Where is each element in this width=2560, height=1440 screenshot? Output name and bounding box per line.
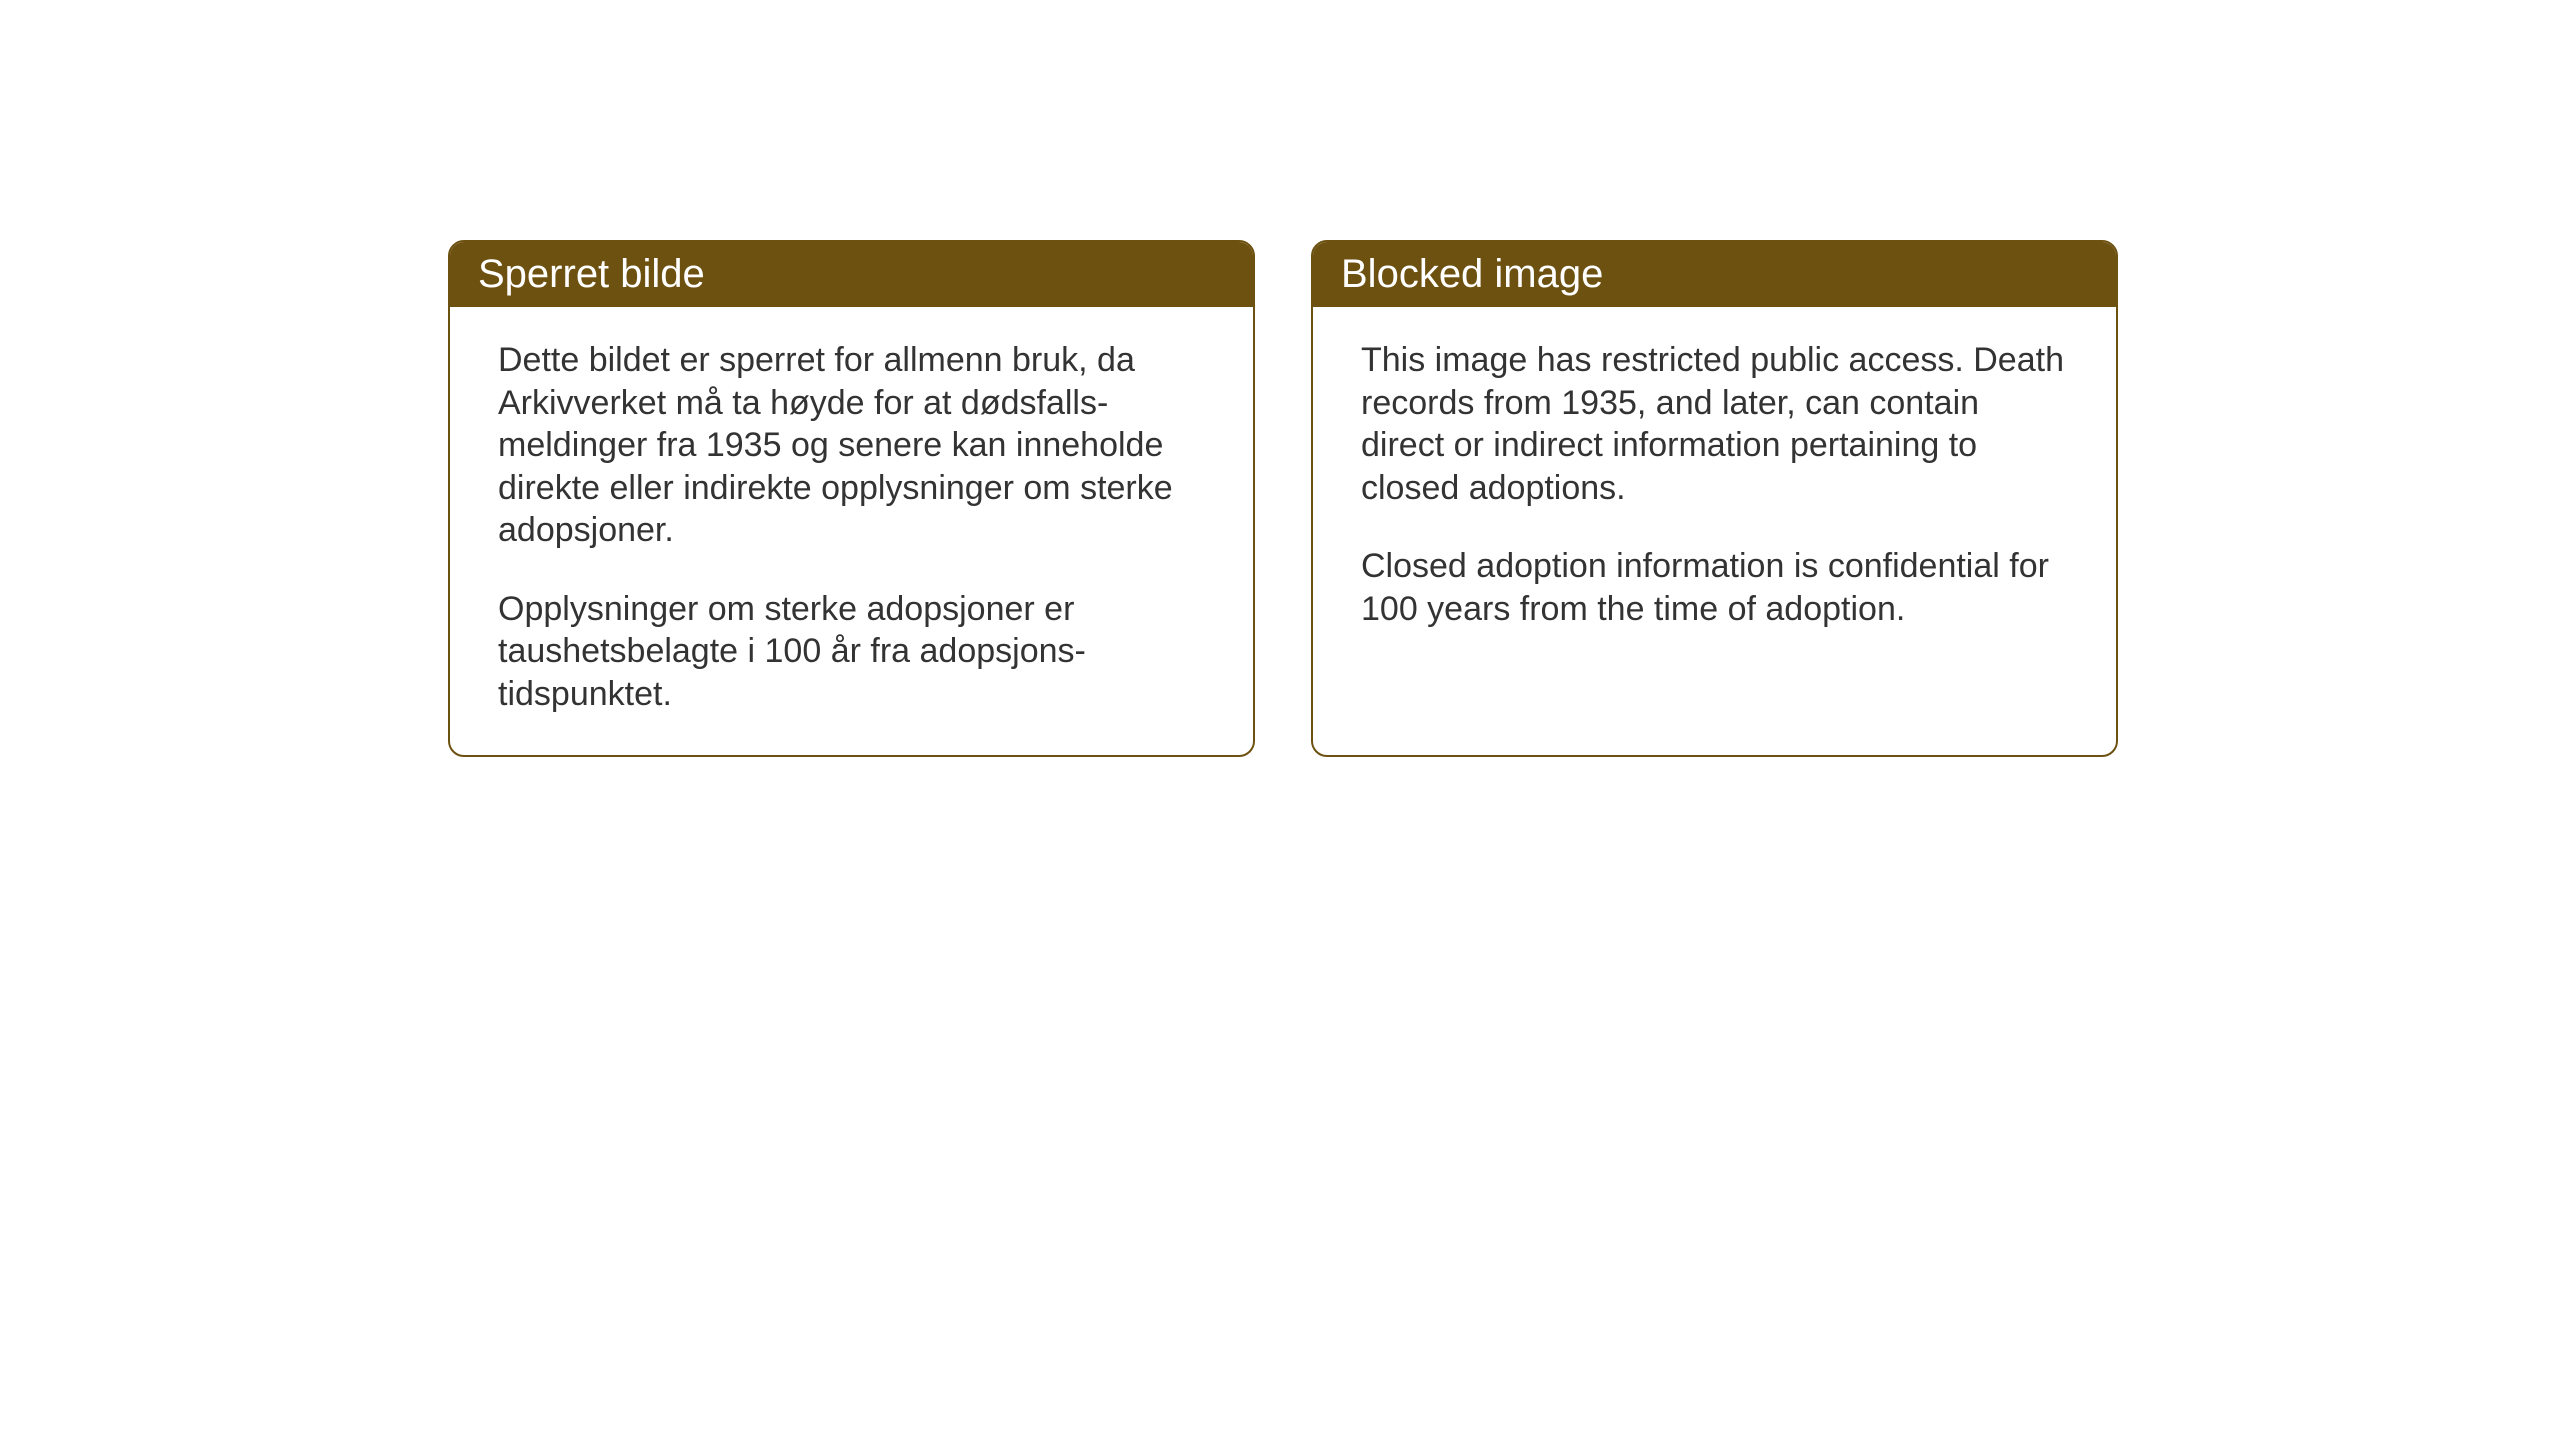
notice-paragraph-2-norwegian: Opplysninger om sterke adopsjoner er tau…	[498, 588, 1205, 716]
notice-title-norwegian: Sperret bilde	[478, 252, 705, 296]
notice-paragraph-1-norwegian: Dette bildet er sperret for allmenn bruk…	[498, 339, 1205, 552]
notice-body-norwegian: Dette bildet er sperret for allmenn bruk…	[450, 307, 1253, 755]
notice-card-norwegian: Sperret bilde Dette bildet er sperret fo…	[448, 240, 1255, 757]
notice-container: Sperret bilde Dette bildet er sperret fo…	[448, 240, 2118, 757]
notice-body-english: This image has restricted public access.…	[1313, 307, 2116, 727]
notice-title-english: Blocked image	[1341, 252, 1603, 296]
notice-paragraph-1-english: This image has restricted public access.…	[1361, 339, 2068, 509]
notice-header-english: Blocked image	[1313, 242, 2116, 307]
notice-card-english: Blocked image This image has restricted …	[1311, 240, 2118, 757]
notice-paragraph-2-english: Closed adoption information is confident…	[1361, 545, 2068, 630]
notice-header-norwegian: Sperret bilde	[450, 242, 1253, 307]
